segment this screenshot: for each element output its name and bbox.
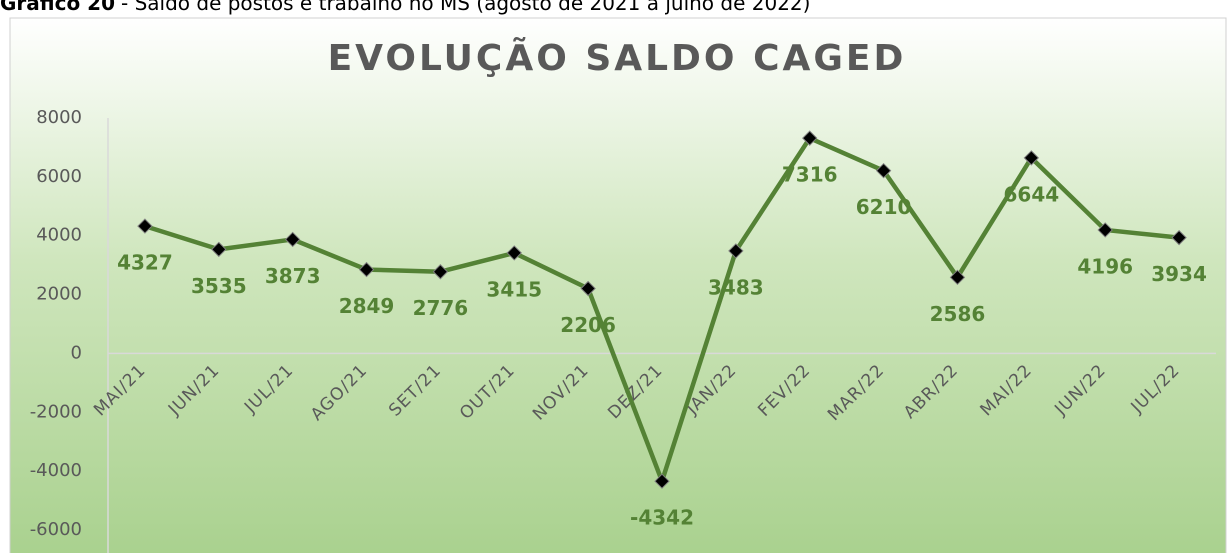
y-tick-label: 4000 bbox=[36, 225, 82, 246]
y-tick-label: -4000 bbox=[30, 460, 82, 481]
data-label: 2849 bbox=[339, 294, 395, 318]
marker bbox=[1171, 229, 1187, 246]
data-label: 4196 bbox=[1077, 254, 1133, 278]
data-label: 4327 bbox=[117, 251, 173, 275]
marker bbox=[284, 231, 301, 248]
y-tick-label: -2000 bbox=[30, 401, 82, 422]
data-label: 3535 bbox=[191, 274, 247, 298]
y-tick-label: 6000 bbox=[36, 166, 82, 187]
data-label: 2776 bbox=[413, 296, 469, 320]
data-label: -4342 bbox=[630, 506, 694, 530]
marker bbox=[358, 261, 375, 278]
y-tick-label: 2000 bbox=[36, 284, 82, 305]
y-tick-label: -6000 bbox=[30, 519, 82, 540]
data-label: 2586 bbox=[930, 302, 986, 326]
y-tick-label: 8000 bbox=[36, 107, 82, 128]
caption: Gráfico 20 - Saldo de postos e trabalho n… bbox=[0, 0, 810, 15]
y-tick-label: 0 bbox=[71, 342, 82, 363]
marker bbox=[432, 264, 449, 280]
data-label: 3483 bbox=[708, 275, 764, 299]
marker bbox=[137, 218, 153, 234]
marker bbox=[875, 162, 892, 179]
data-label: 2206 bbox=[560, 313, 616, 337]
data-label: 3934 bbox=[1151, 262, 1207, 286]
marker bbox=[949, 269, 966, 286]
data-label: 6644 bbox=[1003, 182, 1059, 206]
data-label: 7316 bbox=[782, 163, 838, 187]
marker bbox=[728, 243, 744, 259]
marker bbox=[211, 241, 227, 258]
data-label: 6210 bbox=[856, 195, 912, 219]
caption-text: - Saldo de postos e trabalho no MS (agos… bbox=[121, 0, 810, 15]
data-label: 3873 bbox=[265, 264, 321, 288]
data-label: 3415 bbox=[486, 277, 542, 301]
caption-label: Gráfico 20 bbox=[0, 0, 115, 15]
marker bbox=[654, 473, 670, 489]
chart-area bbox=[9, 17, 1227, 553]
marker bbox=[1023, 150, 1040, 166]
marker bbox=[1097, 222, 1113, 238]
marker bbox=[506, 245, 522, 261]
marker bbox=[580, 280, 596, 297]
chart-title: EVOLUÇÃO SALDO CAGED bbox=[328, 37, 907, 79]
marker bbox=[802, 130, 818, 146]
